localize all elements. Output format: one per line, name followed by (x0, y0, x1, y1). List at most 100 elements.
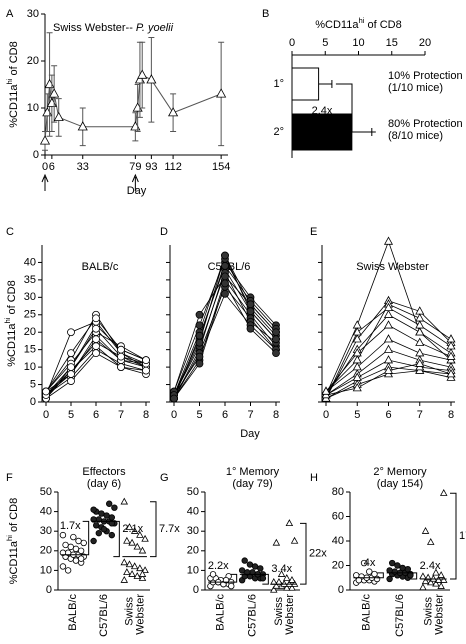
marker (138, 574, 147, 581)
marker (168, 107, 179, 117)
chart-title: Effectors (day 6) (82, 466, 126, 490)
marker (285, 579, 294, 587)
marker (221, 262, 229, 270)
error-bar (318, 80, 333, 88)
y-tick-label: 20 (40, 545, 52, 557)
series-line (173, 282, 277, 399)
x-tick-label: 0 (323, 409, 329, 421)
marker (120, 576, 129, 583)
marker (108, 520, 115, 527)
annotation: 2.1x (122, 523, 143, 535)
bracket (300, 522, 307, 585)
marker (195, 331, 204, 340)
panel-letter: F (6, 472, 13, 484)
y-tick-label: 30 (24, 291, 36, 303)
y-tick-label: 0 (33, 149, 39, 161)
marker (426, 578, 435, 586)
marker (280, 579, 288, 587)
y-tick-label: 50 (40, 486, 52, 498)
marker (44, 78, 55, 89)
marker (108, 514, 115, 521)
marker (277, 570, 286, 577)
marker (142, 356, 150, 365)
marker (77, 547, 85, 554)
y-tick-label: 80 (332, 486, 344, 498)
y-axis-label-part: %CD11a (6, 323, 18, 367)
bracket (335, 83, 376, 133)
x-tick-label-line: Swiss (273, 594, 285, 626)
marker (80, 539, 87, 547)
marker (138, 570, 147, 577)
bracket (113, 520, 120, 558)
x-tick-label: 6 (93, 409, 99, 421)
x-axis-label: %CD11ahi of CD8 (315, 16, 402, 31)
marker (437, 582, 445, 589)
x-tick-label: 7 (118, 409, 124, 421)
marker (415, 358, 425, 367)
series-line (45, 352, 147, 399)
marker (209, 571, 217, 578)
marker (246, 561, 254, 568)
x-tick-label: 6 (49, 161, 55, 173)
annotation: 2.4x (420, 560, 441, 572)
marker (221, 272, 229, 281)
marker (437, 571, 445, 578)
marker (108, 531, 115, 539)
bracket (410, 572, 418, 580)
marker (383, 355, 394, 364)
marker (399, 564, 406, 572)
marker (221, 279, 229, 288)
marker (128, 570, 136, 577)
marker (117, 345, 125, 354)
marker (259, 575, 267, 582)
bracket (150, 501, 157, 558)
y-tick-label: 20 (187, 545, 199, 557)
marker (257, 565, 264, 572)
bracket (230, 573, 238, 583)
x-tick-label: Swiss Webster (124, 594, 147, 635)
x-tick-label: BALB/c (67, 594, 79, 631)
x-tick-label: 0 (43, 409, 49, 421)
marker (246, 324, 255, 333)
y-axis-label-part: hi (5, 78, 14, 84)
marker (170, 394, 178, 403)
y-axis-label: %CD11ahi of CD8 (3, 280, 18, 367)
panel-letter: A (6, 8, 14, 20)
category-label: 1° (273, 78, 284, 90)
y-tick-label: 30 (187, 525, 199, 537)
x-tick-label: 5 (196, 409, 202, 421)
marker (383, 365, 394, 374)
marker (352, 383, 362, 392)
x-tick-label: 112 (164, 161, 182, 173)
marker (446, 341, 456, 350)
y-tick-label: 30 (40, 525, 52, 537)
marker (92, 522, 100, 529)
y-tick-label: 10 (187, 564, 199, 576)
chart-title-line: (day 79) (232, 478, 272, 490)
marker (352, 327, 362, 336)
x-tick-label: C57BL/6 (98, 594, 110, 637)
x-tick-label: 6 (385, 409, 391, 421)
x-tick-label: 10 (352, 37, 364, 49)
marker (352, 320, 362, 329)
y-tick-label: 0 (30, 396, 36, 408)
x-tick-label: 154 (212, 161, 230, 173)
marker (290, 536, 299, 544)
marker (415, 348, 425, 357)
marker (67, 363, 75, 372)
marker (70, 533, 77, 541)
marker (429, 574, 438, 582)
marker (389, 559, 396, 567)
marker (404, 565, 411, 573)
y-tick-label: 20 (24, 326, 36, 338)
annotation: 22x (309, 548, 327, 560)
marker (415, 327, 425, 336)
x-tick-label-line: Webster (135, 594, 147, 635)
y-tick-label: 20 (332, 559, 344, 571)
annotation: (8/10 mice) (388, 130, 443, 142)
y-tick-label: 40 (24, 256, 36, 268)
marker (90, 537, 97, 545)
marker (285, 519, 294, 526)
x-tick-label: 5 (354, 409, 360, 421)
